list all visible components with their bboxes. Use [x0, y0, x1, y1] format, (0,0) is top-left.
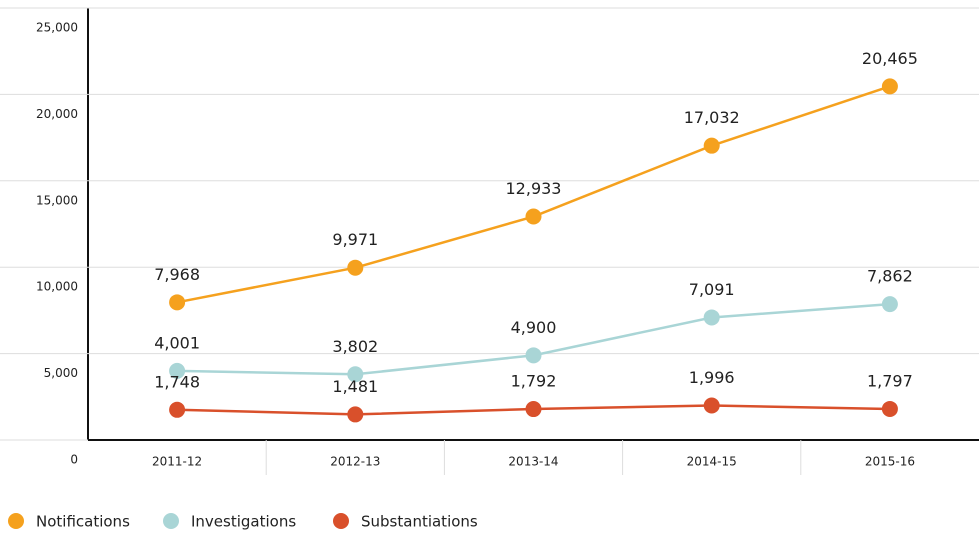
- data-point: [347, 366, 364, 383]
- data-point: [347, 259, 364, 276]
- legend-swatch: [333, 513, 349, 529]
- data-label: 1,797: [867, 371, 913, 390]
- y-tick-label: 20,000: [36, 107, 78, 121]
- data-label: 1,996: [689, 368, 735, 387]
- data-label: 12,933: [506, 179, 562, 198]
- legend-swatch: [163, 513, 179, 529]
- y-tick-label: 25,000: [36, 21, 78, 35]
- data-point: [881, 78, 898, 95]
- data-label: 20,465: [862, 49, 918, 68]
- series-line: [177, 302, 890, 376]
- data-point: [703, 309, 720, 326]
- data-label: 7,968: [154, 265, 200, 284]
- y-tick-label: 15,000: [36, 193, 78, 207]
- data-point: [703, 137, 720, 154]
- data-point: [169, 362, 186, 379]
- data-label: 7,091: [689, 280, 735, 299]
- y-tick-label: 0: [70, 453, 78, 467]
- legend-label: Substantiations: [361, 513, 478, 531]
- data-label: 9,971: [332, 230, 378, 249]
- data-point: [881, 400, 898, 417]
- data-label: 17,032: [684, 108, 740, 127]
- data-label: 4,900: [511, 318, 557, 337]
- y-tick-label: 10,000: [36, 280, 78, 294]
- data-point: [525, 347, 542, 364]
- data-label: 1,792: [511, 372, 557, 391]
- data-label: 4,001: [154, 333, 200, 352]
- data-label: 7,862: [867, 267, 913, 286]
- data-point: [169, 294, 186, 311]
- x-tick-label: 2011-12: [152, 455, 202, 469]
- legend-swatch: [8, 513, 24, 529]
- x-tick-label: 2012-13: [330, 455, 380, 469]
- data-point: [525, 401, 542, 418]
- data-point: [169, 401, 186, 418]
- data-point: [703, 397, 720, 414]
- data-label: 1,481: [332, 377, 378, 396]
- data-point: [347, 406, 364, 423]
- data-label: 3,802: [332, 337, 378, 356]
- x-tick-label: 2013-14: [508, 455, 558, 469]
- data-point: [881, 296, 898, 313]
- x-tick-label: 2014-15: [687, 455, 737, 469]
- legend-label: Notifications: [36, 513, 130, 531]
- data-label: 1,748: [154, 372, 200, 391]
- y-tick-label: 5,000: [44, 366, 78, 380]
- x-tick-label: 2015-16: [865, 455, 915, 469]
- data-point: [525, 208, 542, 225]
- legend-label: Investigations: [191, 513, 296, 531]
